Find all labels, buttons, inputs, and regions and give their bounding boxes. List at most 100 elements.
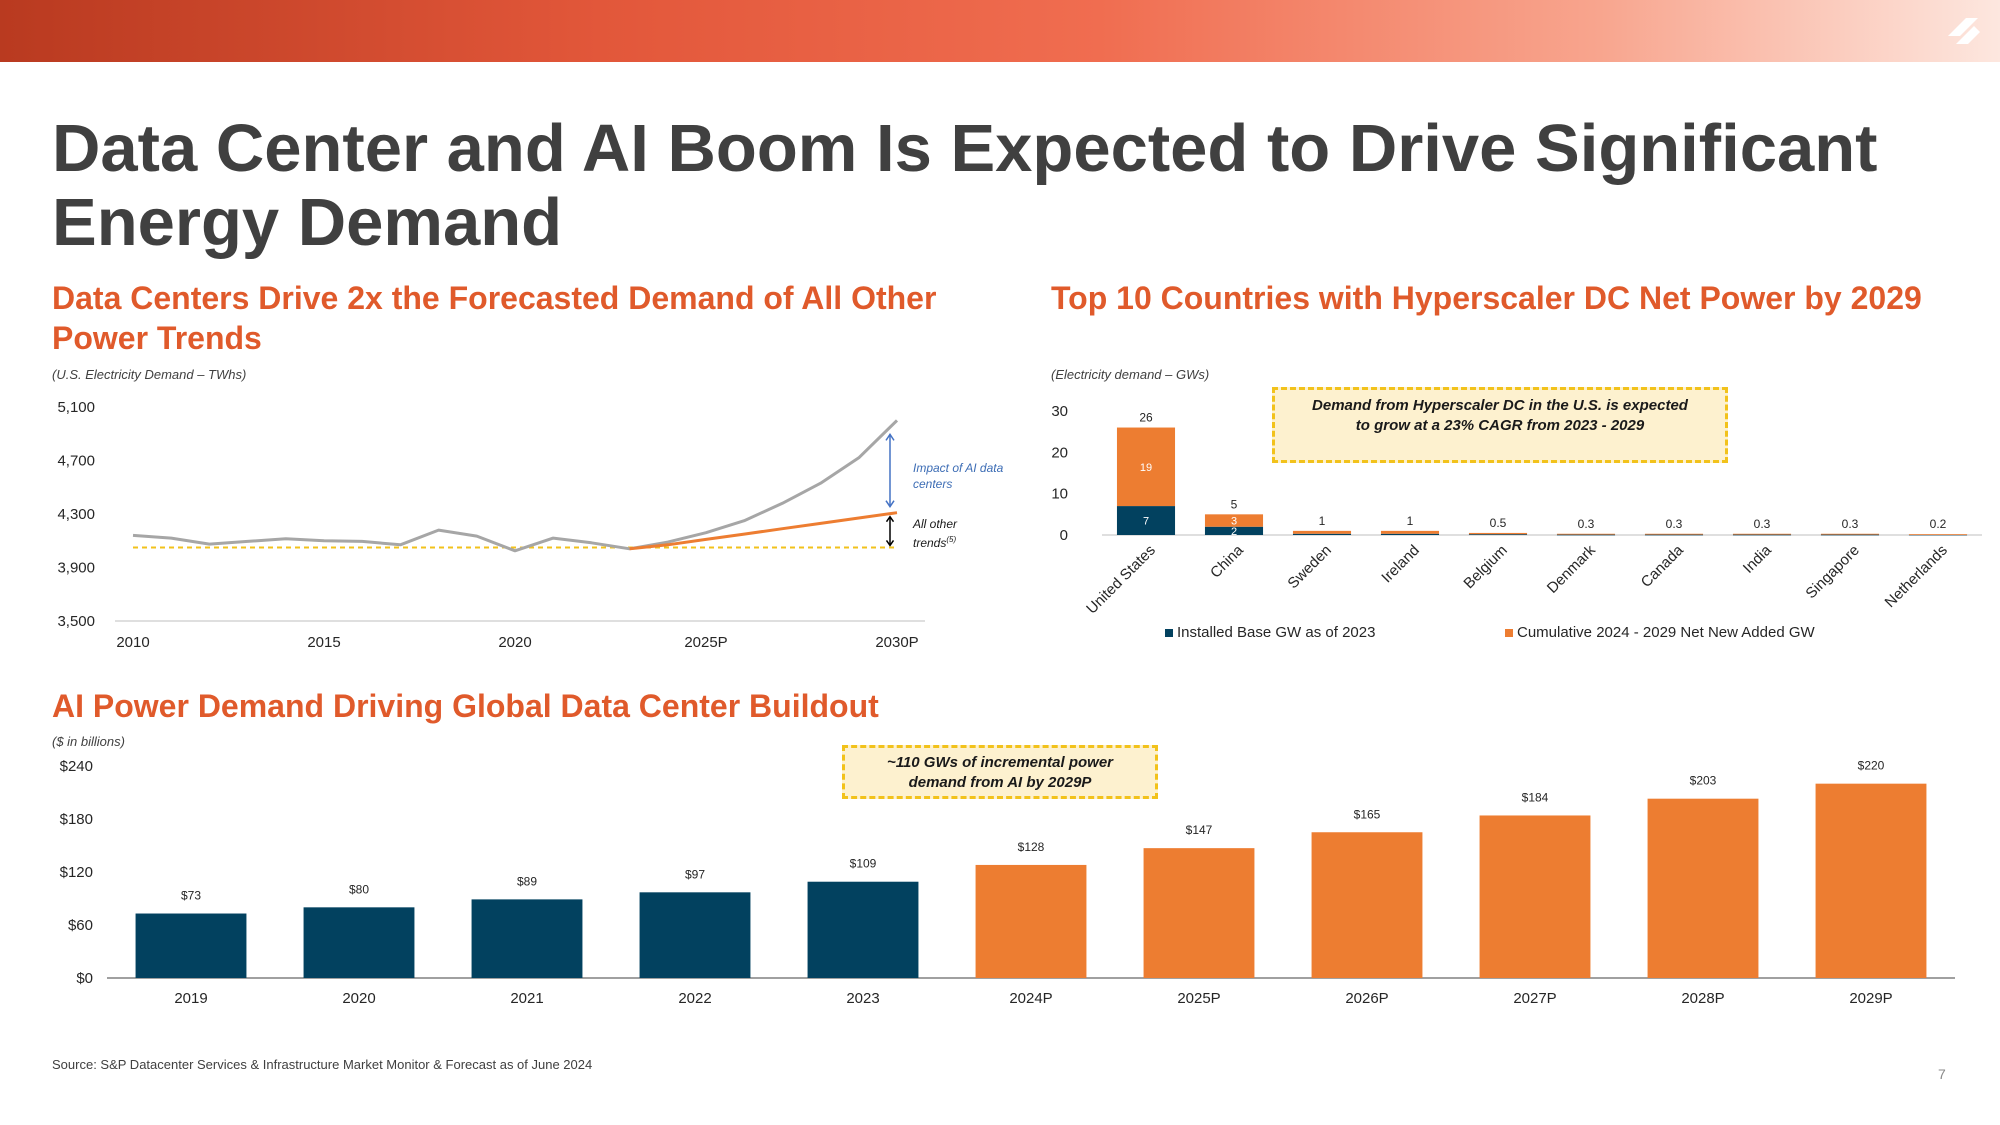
line-x-tick-label: 2010 <box>116 634 149 651</box>
installed-base-bar <box>1468 534 1528 535</box>
net-new-added-bar <box>1204 514 1264 527</box>
country-category-label: China <box>1207 541 1247 581</box>
left-chart-title: Data Centers Drive 2x the Forecasted Dem… <box>52 280 937 356</box>
installed-base-bar <box>1116 506 1176 535</box>
bar-total-label: 26 <box>1139 411 1153 425</box>
capex-value-label: $184 <box>1522 790 1549 804</box>
installed-base-bar <box>1204 526 1264 535</box>
bar-segment-label: 19 <box>1140 462 1152 474</box>
capex-bar <box>303 907 415 978</box>
line-x-tick-label: 2030P <box>875 634 918 651</box>
source-note: Source: S&P Datacenter Services & Infras… <box>52 1057 593 1072</box>
country-category-label: Sweden <box>1284 542 1334 592</box>
legend-swatch <box>1505 629 1513 637</box>
capex-value-label: $165 <box>1354 807 1381 821</box>
ai-impact-arrowhead-up <box>885 433 895 441</box>
bar-total-label: 0.3 <box>1842 517 1859 531</box>
net-new-added-bar <box>1732 533 1792 535</box>
bar-total-label: 0.3 <box>1578 517 1595 531</box>
line-y-tick-label: 3,500 <box>57 613 95 630</box>
bar-total-label: 0.2 <box>1930 517 1947 531</box>
capex-category-label: 2025P <box>1177 990 1220 1007</box>
line-x-tick-label: 2020 <box>498 634 531 651</box>
capex-bar <box>975 864 1087 978</box>
capex-value-label: $220 <box>1858 759 1885 773</box>
capex-y-tick-label: $0 <box>76 970 93 987</box>
capex-value-label: $147 <box>1186 823 1213 837</box>
country-category-label: Singapore <box>1802 542 1862 602</box>
line-x-tick-label: 2025P <box>684 634 727 651</box>
country-y-tick-label: 20 <box>1051 444 1068 461</box>
header-gradient-bar <box>0 0 2000 62</box>
country-category-label: Belgium <box>1460 542 1510 592</box>
net-new-added-bar <box>1116 427 1176 507</box>
capex-category-label: 2022 <box>678 990 711 1007</box>
bar-segment-label: 2 <box>1231 526 1237 538</box>
net-new-added-bar <box>1292 530 1352 534</box>
line-y-tick-label: 4,300 <box>57 506 95 523</box>
capex-bar <box>1647 798 1759 978</box>
capex-bar <box>471 899 583 978</box>
bar-total-label: 0.3 <box>1754 517 1771 531</box>
country-category-label: Canada <box>1638 541 1688 591</box>
capex-category-label: 2019 <box>174 990 207 1007</box>
installed-base-bar <box>1380 533 1440 535</box>
installed-base-bar <box>1644 534 1704 536</box>
country-y-tick-label: 10 <box>1051 486 1068 503</box>
installed-base-bar <box>1820 534 1880 536</box>
page-number: 7 <box>1938 1066 1946 1082</box>
country-y-tick-label: 30 <box>1051 403 1068 420</box>
capex-bar-chart: $240 $180 $120 $60 $0 $73 2019 $80 2020 $89 2021 $9… <box>60 758 1955 1007</box>
line-y-tick-label: 4,700 <box>57 453 95 470</box>
left-chart-unit-note: (U.S. Electricity Demand – TWhs) <box>52 367 247 382</box>
capex-category-label: 2024P <box>1009 990 1052 1007</box>
capex-value-label: $128 <box>1018 840 1045 854</box>
capex-value-label: $109 <box>850 857 877 871</box>
line-chart: 5,100 4,700 4,300 3,900 3,500 2010 2015 2020 202… <box>57 399 925 651</box>
other-trends-footnote: (5) <box>946 535 957 544</box>
bar-segment-label: 3 <box>1231 516 1237 528</box>
bar-segment-label: 7 <box>1143 516 1149 528</box>
capex-bar <box>135 913 247 978</box>
bar-total-label: 1 <box>1319 514 1326 528</box>
net-new-added-bar <box>1468 532 1528 535</box>
capex-bar <box>807 881 919 978</box>
capex-value-label: $97 <box>685 867 705 881</box>
ai-impact-arrowhead-down <box>885 500 895 509</box>
net-new-added-bar <box>1380 530 1440 534</box>
page-title: Data Center and AI Boom Is Expected to D… <box>52 111 1878 260</box>
line-y-tick-label: 3,900 <box>57 560 95 577</box>
bottom-chart-title: AI Power Demand Driving Global Data Cent… <box>52 688 879 724</box>
capex-y-tick-label: $120 <box>60 864 93 881</box>
other-trends-demand-line <box>629 511 898 551</box>
country-category-label: India <box>1740 541 1775 576</box>
ai-power-callout: ~110 GWs of incremental power demand fro… <box>842 745 1158 799</box>
legend-swatch <box>1165 629 1173 637</box>
capex-category-label: 2020 <box>342 990 375 1007</box>
other-trends-annotation: All other trends(5) <box>913 516 1003 551</box>
legend-label: Installed Base GW as of 2023 <box>1177 624 1375 641</box>
bar-total-label: 0.3 <box>1666 517 1683 531</box>
capex-value-label: $80 <box>349 882 369 896</box>
country-category-label: Netherlands <box>1882 542 1951 611</box>
legend-label: Cumulative 2024 - 2029 Net New Added GW <box>1517 624 1815 641</box>
capex-bar <box>639 892 751 978</box>
capex-bar <box>1143 848 1255 978</box>
right-chart-title: Top 10 Countries with Hyperscaler DC Net… <box>1051 280 1922 316</box>
bar-total-label: 5 <box>1231 497 1238 511</box>
country-bar-chart: 30 20 10 0 7 19 26 United States 23 5 China 1 Sweden… <box>1051 403 1982 641</box>
capex-value-label: $89 <box>517 874 537 888</box>
installed-base-bar <box>1292 533 1352 535</box>
capex-category-label: 2028P <box>1681 990 1724 1007</box>
installed-base-bar <box>1908 534 1968 536</box>
capex-y-tick-label: $60 <box>68 917 93 934</box>
capex-category-label: 2026P <box>1345 990 1388 1007</box>
capex-value-label: $203 <box>1690 774 1717 788</box>
net-new-added-bar <box>1820 533 1880 535</box>
ai-included-demand-line <box>132 419 899 553</box>
capex-category-label: 2023 <box>846 990 879 1007</box>
country-category-label: Denmark <box>1544 541 1599 596</box>
capex-category-label: 2021 <box>510 990 543 1007</box>
capex-value-label: $73 <box>181 889 201 903</box>
net-new-added-bar <box>1644 533 1704 535</box>
